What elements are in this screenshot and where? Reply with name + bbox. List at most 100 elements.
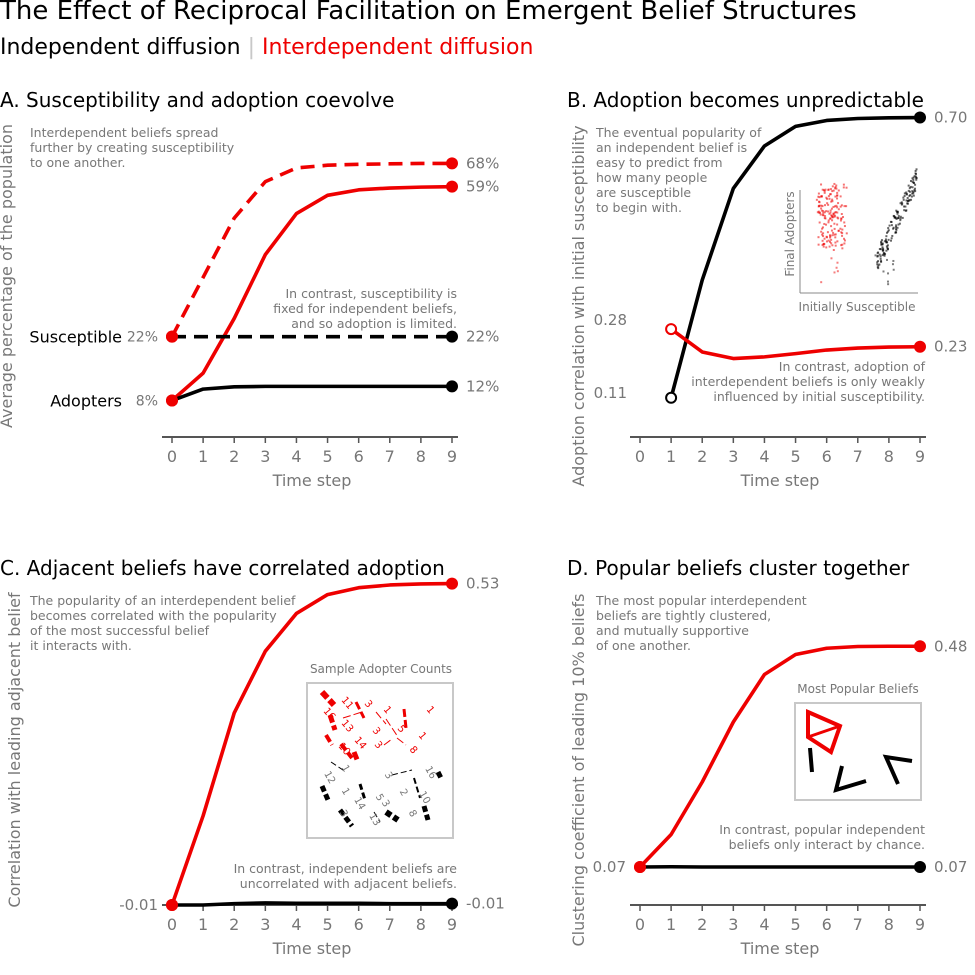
inset-scatter-point-red [836, 223, 839, 226]
inset-scatter-point-red [822, 214, 825, 217]
inset-scatter-point-red [839, 205, 842, 208]
inset-scatter-point-black [880, 243, 883, 246]
start-name-1: Adopters [50, 392, 122, 411]
inset-scatter-point-black [886, 241, 889, 244]
inset-scatter-point-red [816, 211, 819, 214]
inset-scatter-point-black [911, 190, 914, 193]
inset-scatter-point-black [877, 264, 880, 267]
inset-scatter-point-black [913, 175, 916, 178]
inset-scatter-point-black [914, 183, 917, 186]
inset-scatter-point-red [822, 211, 825, 214]
end-label-A-2: 22% [466, 328, 499, 346]
inset-edge-black [373, 811, 381, 823]
inset-edge-black [330, 761, 347, 773]
inset-scatter-point-red [827, 210, 830, 213]
panel-title-B: B. Adoption becomes unpredictable [567, 88, 924, 112]
inset-scatter-point-black [915, 168, 918, 171]
inset-scatter-point-red [830, 207, 833, 210]
inset-scatter-point-red [833, 215, 836, 218]
inset-scatter-point-black [905, 191, 908, 194]
inset-scatter-point-black [885, 258, 888, 261]
inset-scatter-point-black [899, 202, 902, 205]
end-label-C-0: 0.53 [466, 575, 499, 593]
inset-scatter-point-red [825, 246, 828, 249]
inset-scatter-point-red [836, 261, 839, 264]
inset-scatter-point-black [901, 216, 904, 219]
figure-subtitle: Independent diffusion | Interdependent d… [0, 35, 533, 60]
inset-scatter-point-black [887, 227, 890, 230]
inset-scatter-point-black [887, 272, 890, 275]
inset-scatter-point-red [839, 219, 842, 222]
inset-scatter-point-red [830, 200, 833, 203]
inset-scatter-point-black [888, 224, 891, 227]
inset-scatter-point-red [843, 225, 846, 228]
x-tick-label-D: 0 [635, 915, 645, 934]
inset-count-red: 1 [424, 704, 437, 716]
inset-scatter-point-black [876, 261, 879, 264]
x-axis-label-B: Time step [740, 471, 820, 490]
inset-scatter-point-red [827, 203, 830, 206]
inset-scatter-point-black [905, 192, 908, 195]
inset-scatter-point-black [911, 186, 914, 189]
inset-scatter-point-black [891, 234, 894, 237]
inset-scatter-point-red [833, 211, 836, 214]
inset-scatter-point-red [834, 236, 837, 239]
inset-scatter-point-red [829, 235, 832, 238]
inset-scatter-point-black [887, 229, 890, 232]
inset-edge-black [319, 785, 331, 801]
inset-scatter-point-red [843, 237, 846, 240]
inset-scatter-point-red [830, 242, 833, 245]
series-end-point-C-1 [446, 897, 458, 910]
inset-edge-red [383, 738, 393, 746]
inset-scatter-point-red [835, 184, 838, 187]
inset-scatter-point-red [833, 222, 836, 225]
annotation-C-1: uncorrelated with adjacent beliefs. [240, 876, 457, 891]
inset-scatter-point-red [841, 243, 844, 246]
series-end-point-D-1 [914, 861, 926, 873]
annotation-C-0: it interacts with. [30, 638, 132, 653]
inset-scatter-point-red [839, 195, 842, 198]
inset-scatter-point-red [832, 231, 835, 234]
inset-scatter-point-red [837, 208, 840, 211]
inset-scatter-point-red [833, 205, 836, 208]
end-label-D-1: 0.07 [934, 858, 967, 876]
annotation-B-0: how many people [596, 170, 708, 185]
inset-cluster-red [806, 708, 843, 756]
inset-scatter-point-red [818, 211, 821, 214]
inset-scatter-point-black [879, 255, 882, 258]
inset-scatter-point-red [820, 183, 823, 186]
inset-scatter-point-black [898, 222, 901, 225]
x-tick-label-A: 0 [167, 447, 177, 466]
inset-scatter-point-red [834, 241, 837, 244]
inset-scatter-point-red [832, 249, 835, 252]
annotation-D-1: In contrast, popular independent [719, 822, 925, 837]
x-tick-label-B: 9 [915, 447, 925, 466]
inset-scatter-point-red [832, 214, 835, 217]
inset-scatter-point-red [839, 227, 842, 230]
inset-scatter-point-red [840, 204, 843, 207]
inset-scatter-point-red [832, 189, 835, 192]
inset-scatter-point-black [895, 227, 898, 230]
inset-edge-red [402, 708, 408, 729]
inset-scatter-point-red [834, 211, 837, 214]
inset-edge-red [339, 742, 354, 760]
inset-scatter-point-black [912, 178, 915, 181]
x-tick-label-C: 2 [229, 915, 239, 934]
inset-scatter-point-red [823, 211, 826, 214]
x-tick-label-A: 7 [385, 447, 395, 466]
annotation-C-0: The popularity of an interdependent beli… [29, 593, 296, 608]
inset-scatter-point-black [899, 217, 902, 220]
legend-separator: | [247, 35, 256, 60]
series-line-B-1 [670, 327, 921, 361]
inset-count-black: 8 [406, 808, 419, 819]
inset-scatter-point-black [896, 212, 899, 215]
panel-C: C. Adjacent beliefs have correlated adop… [0, 556, 505, 958]
annotation-D-0: The most popular interdependent [595, 593, 807, 608]
inset-scatter-point-black [883, 254, 886, 257]
series-end-point-B-0 [914, 111, 926, 124]
inset-scatter-point-red [826, 231, 829, 234]
inset-edge-red [319, 689, 337, 708]
inset-scatter-point-red [834, 187, 837, 190]
inset-count-black: 3 [382, 770, 395, 781]
inset-title: Sample Adopter Counts [310, 662, 452, 676]
